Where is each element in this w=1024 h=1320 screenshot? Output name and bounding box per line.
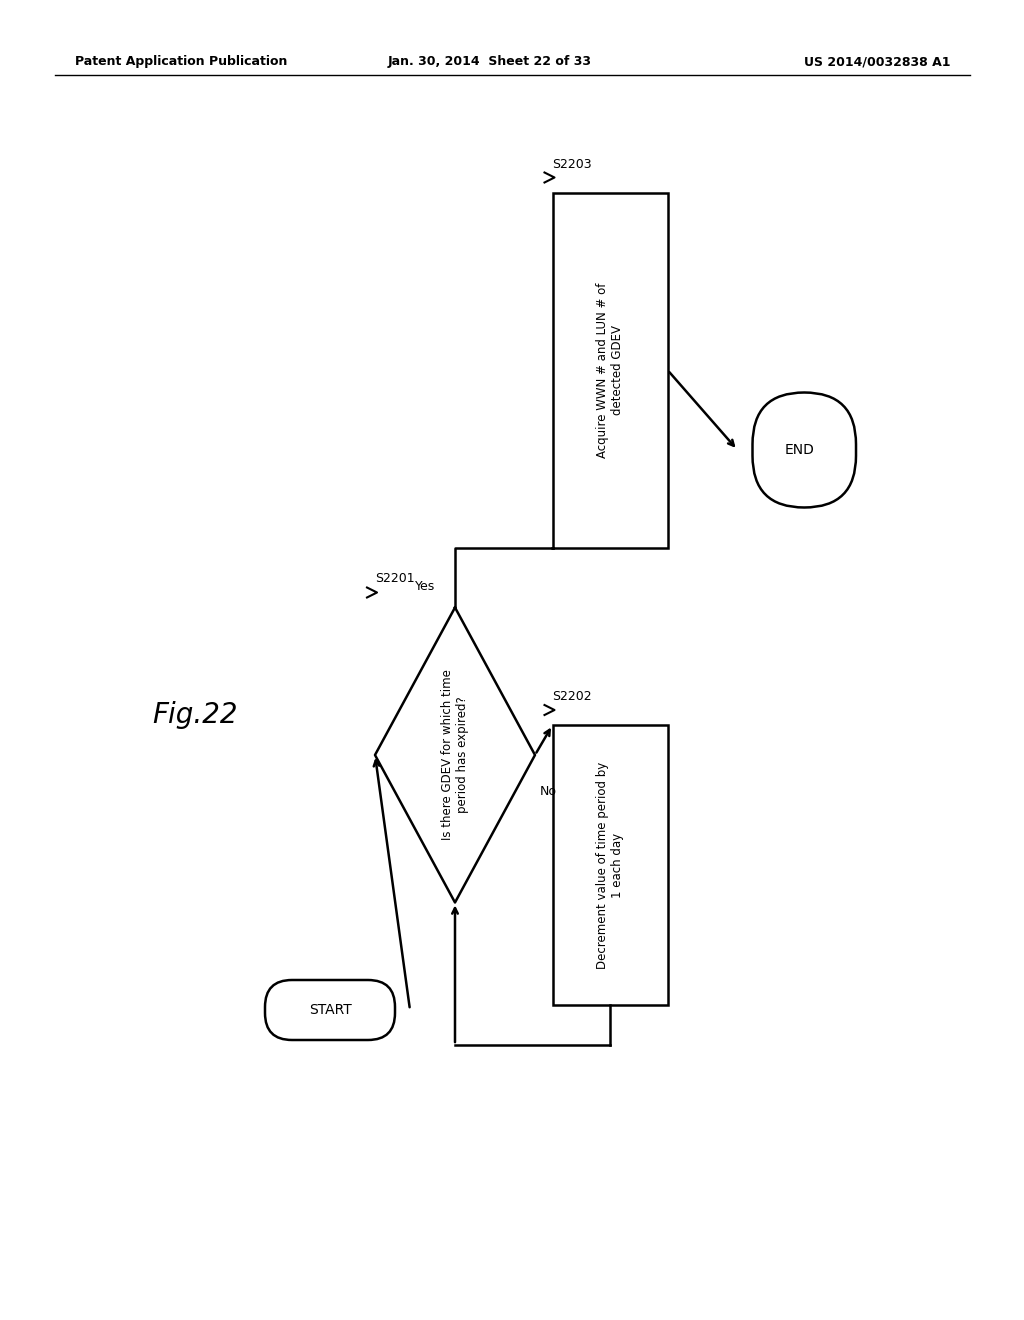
Text: No: No: [540, 785, 557, 799]
Text: Patent Application Publication: Patent Application Publication: [75, 55, 288, 69]
FancyBboxPatch shape: [265, 979, 395, 1040]
Polygon shape: [375, 607, 535, 903]
Text: Decrement value of time period by
1 each day: Decrement value of time period by 1 each…: [596, 762, 624, 969]
Text: S2202: S2202: [553, 690, 592, 704]
Text: Fig.22: Fig.22: [153, 701, 238, 729]
FancyBboxPatch shape: [753, 392, 856, 507]
Text: END: END: [785, 444, 815, 457]
Text: S2203: S2203: [553, 157, 592, 170]
Text: S2201: S2201: [375, 573, 415, 586]
Bar: [553, 725, 668, 1005]
Text: US 2014/0032838 A1: US 2014/0032838 A1: [804, 55, 950, 69]
Text: START: START: [308, 1003, 351, 1016]
Text: Jan. 30, 2014  Sheet 22 of 33: Jan. 30, 2014 Sheet 22 of 33: [388, 55, 592, 69]
Text: Yes: Yes: [415, 579, 435, 593]
Text: Is there GDEV for which time
period has expired?: Is there GDEV for which time period has …: [441, 669, 469, 841]
Text: Acquire WWN # and LUN # of
detected GDEV: Acquire WWN # and LUN # of detected GDEV: [596, 282, 624, 458]
Bar: [553, 193, 668, 548]
